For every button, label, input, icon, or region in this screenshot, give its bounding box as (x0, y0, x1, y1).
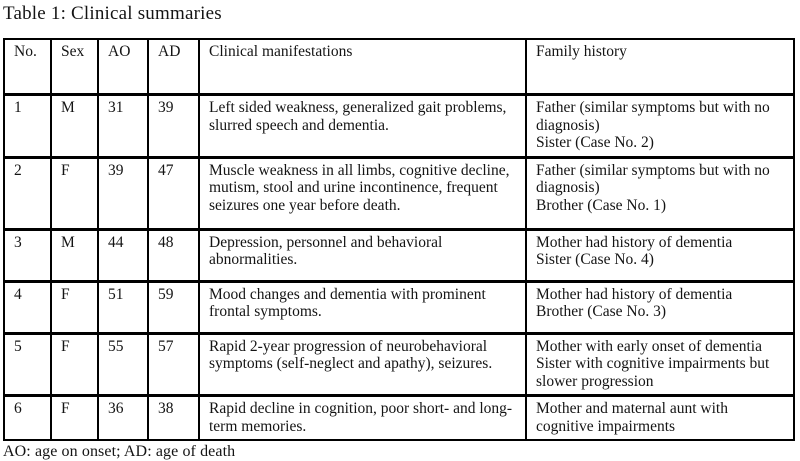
table-row: 4 F 51 59 Mood changes and dementia with… (3, 279, 795, 334)
family-history-line: Father (similar symptoms but with no dia… (536, 99, 770, 134)
cell-clinical-manifestations: Muscle weakness in all limbs, cognitive … (198, 155, 527, 230)
cell-ad: 47 (147, 155, 200, 230)
table-row: 1 M 31 39 Left sided weakness, generaliz… (3, 93, 795, 158)
cell-clinical-manifestations: Mood changes and dementia with prominent… (198, 279, 527, 334)
column-header-no: No. (3, 38, 52, 96)
cell-clinical-manifestations: Rapid 2-year progression of neurobehavio… (198, 331, 527, 397)
cell-family-history: Mother had history of dementia Sister (Ca… (525, 227, 795, 282)
cell-ad: 59 (147, 279, 200, 334)
cell-family-history: Mother and maternal aunt with cognitive … (525, 394, 795, 441)
cell-clinical-manifestations: Rapid decline in cognition, poor short- … (198, 394, 527, 441)
table-title: Table 1: Clinical summaries (3, 3, 222, 24)
family-history-line: Brother (Case No. 3) (536, 303, 666, 320)
family-history-line: Mother and maternal aunt with cognitive … (536, 400, 728, 435)
cell-no: 6 (3, 394, 52, 441)
cell-ad: 48 (147, 227, 200, 282)
clinical-summaries-table: No. Sex AO AD Clinical manifestations Fa… (3, 38, 795, 441)
cell-no: 2 (3, 155, 52, 230)
cell-no: 4 (3, 279, 52, 334)
table-row: 5 F 55 57 Rapid 2-year progression of ne… (3, 331, 795, 397)
cell-family-history: Father (similar symptoms but with no dia… (525, 155, 795, 230)
family-history-line: Sister (Case No. 2) (536, 134, 654, 151)
table-row: 3 M 44 48 Depression, personnel and beha… (3, 227, 795, 282)
cell-no: 3 (3, 227, 52, 282)
cell-sex: F (50, 331, 99, 397)
cell-sex: M (50, 227, 99, 282)
cell-ao: 36 (97, 394, 149, 441)
cell-family-history: Mother with early onset of dementia Siste… (525, 331, 795, 397)
cell-sex: M (50, 93, 99, 158)
family-history-line: Mother had history of dementia (536, 233, 733, 251)
cell-clinical-manifestations: Depression, personnel and behavioral abn… (198, 227, 527, 282)
family-history-line: Sister (Case No. 4) (536, 251, 654, 268)
cell-ao: 31 (97, 93, 149, 158)
cell-ad: 38 (147, 394, 200, 441)
column-header-ao: AO (97, 38, 149, 96)
cell-no: 1 (3, 93, 52, 158)
cell-ad: 57 (147, 331, 200, 397)
family-history-line: Mother had history of dementia (536, 285, 733, 303)
family-history-line: Sister with cognitive impairments but sl… (536, 355, 770, 390)
column-header-clinical: Clinical manifestations (198, 38, 527, 96)
cell-ao: 44 (97, 227, 149, 282)
cell-no: 5 (3, 331, 52, 397)
cell-ao: 55 (97, 331, 149, 397)
column-header-ad: AD (147, 38, 200, 96)
column-header-sex: Sex (50, 38, 99, 96)
cell-family-history: Father (similar symptoms but with no dia… (525, 93, 795, 158)
cell-ad: 39 (147, 93, 200, 158)
table-body: 1 M 31 39 Left sided weakness, generaliz… (3, 93, 795, 441)
abbreviation-footnote: AO: age on onset; AD: age of death (3, 443, 236, 460)
family-history-line: Mother with early onset of dementia (536, 337, 762, 355)
cell-clinical-manifestations: Left sided weakness, generalized gait pr… (198, 93, 527, 158)
family-history-line: Father (similar symptoms but with no dia… (536, 161, 770, 197)
cell-sex: F (50, 155, 99, 230)
cell-ao: 39 (97, 155, 149, 230)
column-header-family: Family history (525, 38, 795, 96)
cell-sex: F (50, 279, 99, 334)
cell-family-history: Mother had history of dementia Brother (C… (525, 279, 795, 334)
table-row: 2 F 39 47 Muscle weakness in all limbs, … (3, 155, 795, 230)
family-history-line: Brother (Case No. 1) (536, 196, 666, 214)
table-row: 6 F 36 38 Rapid decline in cognition, po… (3, 394, 795, 441)
cell-ao: 51 (97, 279, 149, 334)
cell-sex: F (50, 394, 99, 441)
header-row: No. Sex AO AD Clinical manifestations Fa… (3, 38, 795, 96)
